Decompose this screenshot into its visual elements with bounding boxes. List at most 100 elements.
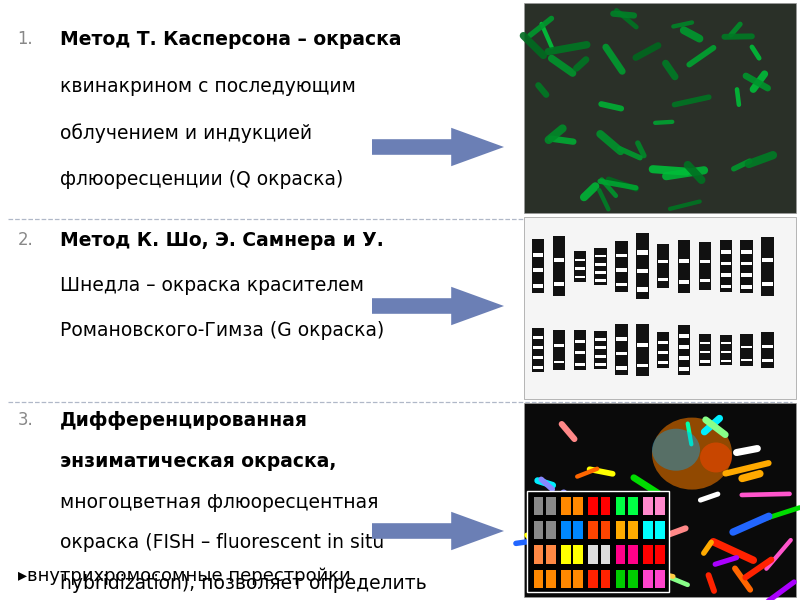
FancyBboxPatch shape	[658, 278, 669, 281]
FancyBboxPatch shape	[655, 545, 665, 563]
FancyBboxPatch shape	[601, 570, 610, 588]
Text: hybridization), позволяет определить: hybridization), позволяет определить	[60, 574, 426, 593]
Ellipse shape	[652, 418, 732, 490]
FancyBboxPatch shape	[546, 521, 556, 539]
FancyBboxPatch shape	[762, 345, 773, 347]
FancyBboxPatch shape	[615, 325, 628, 376]
FancyBboxPatch shape	[616, 570, 626, 588]
FancyBboxPatch shape	[595, 364, 606, 366]
FancyBboxPatch shape	[742, 250, 752, 254]
Text: 2.: 2.	[18, 231, 34, 249]
FancyBboxPatch shape	[721, 351, 731, 353]
FancyBboxPatch shape	[574, 259, 585, 261]
FancyBboxPatch shape	[679, 259, 690, 263]
FancyBboxPatch shape	[532, 328, 544, 372]
FancyBboxPatch shape	[700, 342, 710, 344]
FancyBboxPatch shape	[532, 239, 544, 293]
FancyBboxPatch shape	[721, 262, 731, 265]
FancyBboxPatch shape	[534, 521, 543, 539]
FancyBboxPatch shape	[574, 545, 583, 563]
FancyBboxPatch shape	[643, 545, 653, 563]
Ellipse shape	[700, 442, 732, 472]
FancyBboxPatch shape	[546, 497, 556, 515]
FancyBboxPatch shape	[643, 497, 653, 515]
FancyBboxPatch shape	[721, 343, 731, 344]
FancyBboxPatch shape	[615, 241, 628, 292]
FancyBboxPatch shape	[594, 331, 607, 369]
FancyBboxPatch shape	[574, 268, 585, 269]
FancyBboxPatch shape	[721, 359, 731, 362]
FancyBboxPatch shape	[679, 367, 690, 371]
FancyBboxPatch shape	[588, 497, 598, 515]
FancyBboxPatch shape	[655, 497, 665, 515]
FancyBboxPatch shape	[595, 346, 606, 349]
FancyBboxPatch shape	[533, 346, 543, 349]
FancyBboxPatch shape	[762, 332, 774, 368]
FancyBboxPatch shape	[524, 217, 796, 399]
FancyBboxPatch shape	[534, 497, 543, 515]
Polygon shape	[372, 128, 504, 166]
FancyBboxPatch shape	[679, 346, 690, 349]
FancyBboxPatch shape	[762, 236, 774, 296]
FancyBboxPatch shape	[595, 271, 606, 274]
FancyBboxPatch shape	[554, 282, 564, 286]
FancyBboxPatch shape	[742, 359, 752, 361]
FancyBboxPatch shape	[655, 521, 665, 539]
Text: многоцветная флюоресцентная: многоцветная флюоресцентная	[60, 493, 378, 512]
FancyBboxPatch shape	[546, 545, 556, 563]
FancyBboxPatch shape	[595, 338, 606, 341]
FancyBboxPatch shape	[574, 570, 583, 588]
FancyBboxPatch shape	[700, 351, 710, 353]
FancyBboxPatch shape	[721, 273, 731, 277]
FancyBboxPatch shape	[721, 250, 731, 254]
FancyBboxPatch shape	[679, 334, 690, 338]
FancyBboxPatch shape	[643, 521, 653, 539]
FancyBboxPatch shape	[616, 254, 626, 257]
FancyBboxPatch shape	[679, 356, 690, 360]
FancyBboxPatch shape	[700, 279, 710, 282]
FancyBboxPatch shape	[643, 570, 653, 588]
FancyBboxPatch shape	[574, 521, 583, 539]
FancyBboxPatch shape	[574, 352, 585, 354]
Text: 3.: 3.	[18, 411, 34, 429]
FancyBboxPatch shape	[742, 262, 752, 265]
FancyBboxPatch shape	[616, 352, 626, 355]
FancyBboxPatch shape	[588, 521, 598, 539]
FancyBboxPatch shape	[616, 367, 626, 370]
FancyBboxPatch shape	[721, 285, 731, 289]
FancyBboxPatch shape	[637, 343, 647, 347]
FancyBboxPatch shape	[655, 570, 665, 588]
FancyBboxPatch shape	[678, 325, 690, 374]
FancyBboxPatch shape	[601, 497, 610, 515]
FancyBboxPatch shape	[561, 545, 570, 563]
FancyBboxPatch shape	[595, 355, 606, 358]
FancyBboxPatch shape	[762, 282, 773, 286]
FancyBboxPatch shape	[533, 366, 543, 369]
Polygon shape	[372, 287, 504, 325]
FancyBboxPatch shape	[554, 361, 564, 364]
FancyBboxPatch shape	[740, 334, 753, 366]
FancyBboxPatch shape	[574, 340, 585, 343]
FancyBboxPatch shape	[719, 240, 732, 292]
FancyBboxPatch shape	[616, 497, 626, 515]
FancyBboxPatch shape	[742, 273, 752, 277]
FancyBboxPatch shape	[533, 268, 543, 272]
FancyBboxPatch shape	[534, 545, 543, 563]
FancyBboxPatch shape	[524, 403, 796, 597]
FancyBboxPatch shape	[742, 346, 752, 348]
FancyBboxPatch shape	[658, 351, 669, 353]
FancyBboxPatch shape	[553, 236, 565, 296]
Text: окраска (FISH – fluorescent in situ: окраска (FISH – fluorescent in situ	[60, 533, 384, 553]
FancyBboxPatch shape	[554, 344, 564, 347]
FancyBboxPatch shape	[742, 285, 752, 289]
FancyBboxPatch shape	[628, 545, 638, 563]
FancyBboxPatch shape	[658, 341, 669, 344]
FancyBboxPatch shape	[762, 258, 773, 262]
Text: 1.: 1.	[18, 30, 34, 48]
FancyBboxPatch shape	[533, 284, 543, 287]
FancyBboxPatch shape	[534, 570, 543, 588]
FancyBboxPatch shape	[561, 521, 570, 539]
FancyBboxPatch shape	[588, 545, 598, 563]
FancyBboxPatch shape	[719, 335, 732, 365]
FancyBboxPatch shape	[595, 280, 606, 282]
